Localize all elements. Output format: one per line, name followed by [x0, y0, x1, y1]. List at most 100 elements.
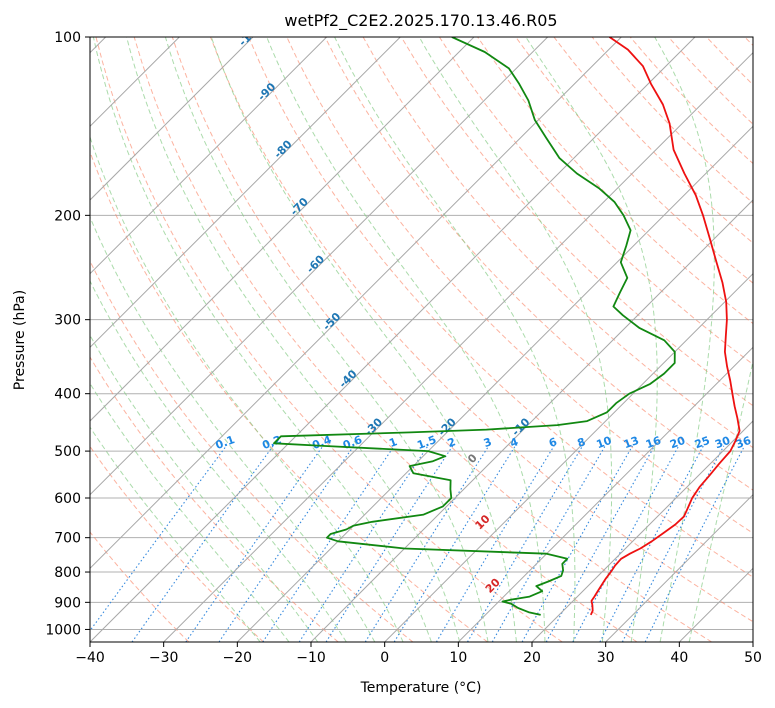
dry-adiabat-line: [90, 445, 264, 642]
isotherm-line: [90, 37, 696, 642]
mixing-ratio-line: [467, 445, 584, 642]
dry-adiabat-line: [210, 37, 753, 623]
isotherm-line: [90, 37, 401, 349]
dry-adiabat-line: [400, 37, 753, 407]
mixing-ratio-label: 0.1: [214, 433, 237, 452]
mixing-ratio-label: 16: [644, 434, 663, 452]
x-tick-label: 10: [449, 650, 467, 666]
y-tick-label: 400: [54, 387, 81, 403]
y-axis: 100 200 300 400 500 600 700 800 900 1000: [45, 30, 90, 638]
dry-adiabat-line: [515, 37, 753, 284]
plot-frame: [89, 36, 754, 643]
isotherm-label: 30: [493, 639, 513, 659]
dewpoint-profile: [273, 37, 676, 616]
isotherm-line: [605, 493, 753, 642]
moist-adiabat-line: [90, 135, 404, 642]
dry-adiabat-line: [248, 37, 753, 578]
y-tick-label: 300: [54, 313, 81, 329]
mixing-ratio-line: [644, 445, 746, 642]
dry-adiabat-line: [171, 37, 712, 642]
mixing-ratio-label: 8: [576, 435, 588, 450]
y-tick-label: 900: [54, 595, 81, 611]
plot-area: 0.10.20.40.611.52346810131620253036-100-…: [90, 37, 753, 659]
y-tick-label: 700: [54, 531, 81, 547]
dry-adiabat-line: [90, 150, 488, 642]
moist-adiabat-line: [126, 37, 461, 642]
y-tick-label: 500: [54, 444, 81, 460]
chart-title: wetPf2_C2E2.2025.170.13.46.R05: [284, 11, 557, 31]
x-tick-label: −10: [296, 650, 326, 666]
isotherm-line: [310, 199, 753, 642]
mixing-ratio-label: 25: [693, 434, 712, 451]
gridlines: [90, 37, 753, 630]
moist-adiabat-line: [525, 37, 658, 642]
mixing-ratio-line: [364, 445, 490, 642]
moist-adiabat-line: [90, 334, 319, 642]
mixing-ratio-line: [131, 445, 274, 642]
x-tick-label: 20: [523, 650, 541, 666]
mixing-ratio-line: [521, 445, 633, 642]
isotherm-line: [531, 420, 753, 642]
moist-adiabat-line: [164, 37, 489, 642]
mixing-ratio-label: 1: [387, 435, 399, 450]
isotherm-line: [384, 272, 753, 642]
isotherm-line: [90, 37, 328, 275]
mixing-ratio-label: 2: [446, 435, 458, 450]
mixing-ratio-line: [218, 445, 355, 642]
y-tick-label: 1000: [45, 622, 81, 638]
mixing-ratio-label: 6: [547, 435, 559, 450]
mixing-ratio-label: 0.2: [261, 433, 284, 452]
moist-adiabat-line: [90, 426, 261, 642]
moist-adiabat-line: [334, 37, 576, 642]
dry-adiabat-line: [95, 37, 563, 642]
mixing-ratio-label: 3: [482, 435, 494, 450]
dry-adiabat-line: [133, 37, 638, 642]
x-tick-label: −30: [149, 650, 179, 666]
x-tick-label: −20: [223, 650, 253, 666]
isotherm-line: [163, 51, 753, 642]
x-axis: −40 −30 −20 −10 0 10 20 30 40 50: [75, 642, 762, 666]
moist-adiabat-line: [418, 37, 613, 642]
mixing-ratio-label: 30: [713, 434, 732, 452]
mixing-ratio-line: [545, 445, 656, 642]
moist-adiabat-line: [688, 358, 753, 642]
mixing-ratio-label: 13: [622, 434, 641, 451]
isotherm-line: [90, 37, 254, 201]
x-tick-label: 0: [380, 650, 389, 666]
dry-adiabat-line: [90, 531, 190, 642]
y-axis-label: Pressure (hPa): [12, 290, 28, 390]
dry-adiabat-line: [438, 37, 753, 366]
x-tick-label: −40: [75, 650, 105, 666]
x-tick-label: 40: [670, 650, 688, 666]
mixing-ratio-line: [298, 445, 429, 642]
y-tick-label: 600: [54, 491, 81, 507]
dry-adiabats: [90, 37, 753, 642]
y-tick-label: 100: [54, 30, 81, 46]
isotherm-line: [90, 37, 622, 570]
mixing-ratio-label: 20: [668, 434, 687, 452]
dry-adiabat-line: [324, 37, 753, 491]
x-tick-label: 30: [597, 650, 615, 666]
mixing-ratio-line: [435, 445, 555, 642]
dry-adiabat-line: [90, 356, 339, 642]
y-tick-label: 200: [54, 208, 81, 224]
mixing-ratio-label: 0.4: [310, 433, 333, 452]
mixing-ratio-line: [621, 445, 725, 642]
y-tick-label: 800: [54, 565, 81, 581]
moist-adiabat-line: [90, 215, 376, 642]
sounding-profiles: [273, 37, 741, 616]
isotherm-line: [90, 37, 549, 496]
moist-adiabat-line: [90, 382, 290, 642]
temperature-profile: [589, 37, 741, 616]
mixing-ratio-label: 10: [595, 434, 614, 452]
moist-adiabat-line: [654, 37, 715, 642]
moist-adiabat-line: [266, 37, 546, 642]
x-axis-label: Temperature (°C): [360, 680, 482, 696]
mixing-ratio-label: 36: [734, 434, 753, 452]
moist-adiabat-line: [92, 37, 432, 642]
mixing-ratio-label: 1.5: [415, 433, 438, 452]
background-line-labels: 0.10.20.40.611.52346810131620253036-100-…: [214, 37, 753, 659]
mixing-ratio-line: [185, 445, 324, 642]
